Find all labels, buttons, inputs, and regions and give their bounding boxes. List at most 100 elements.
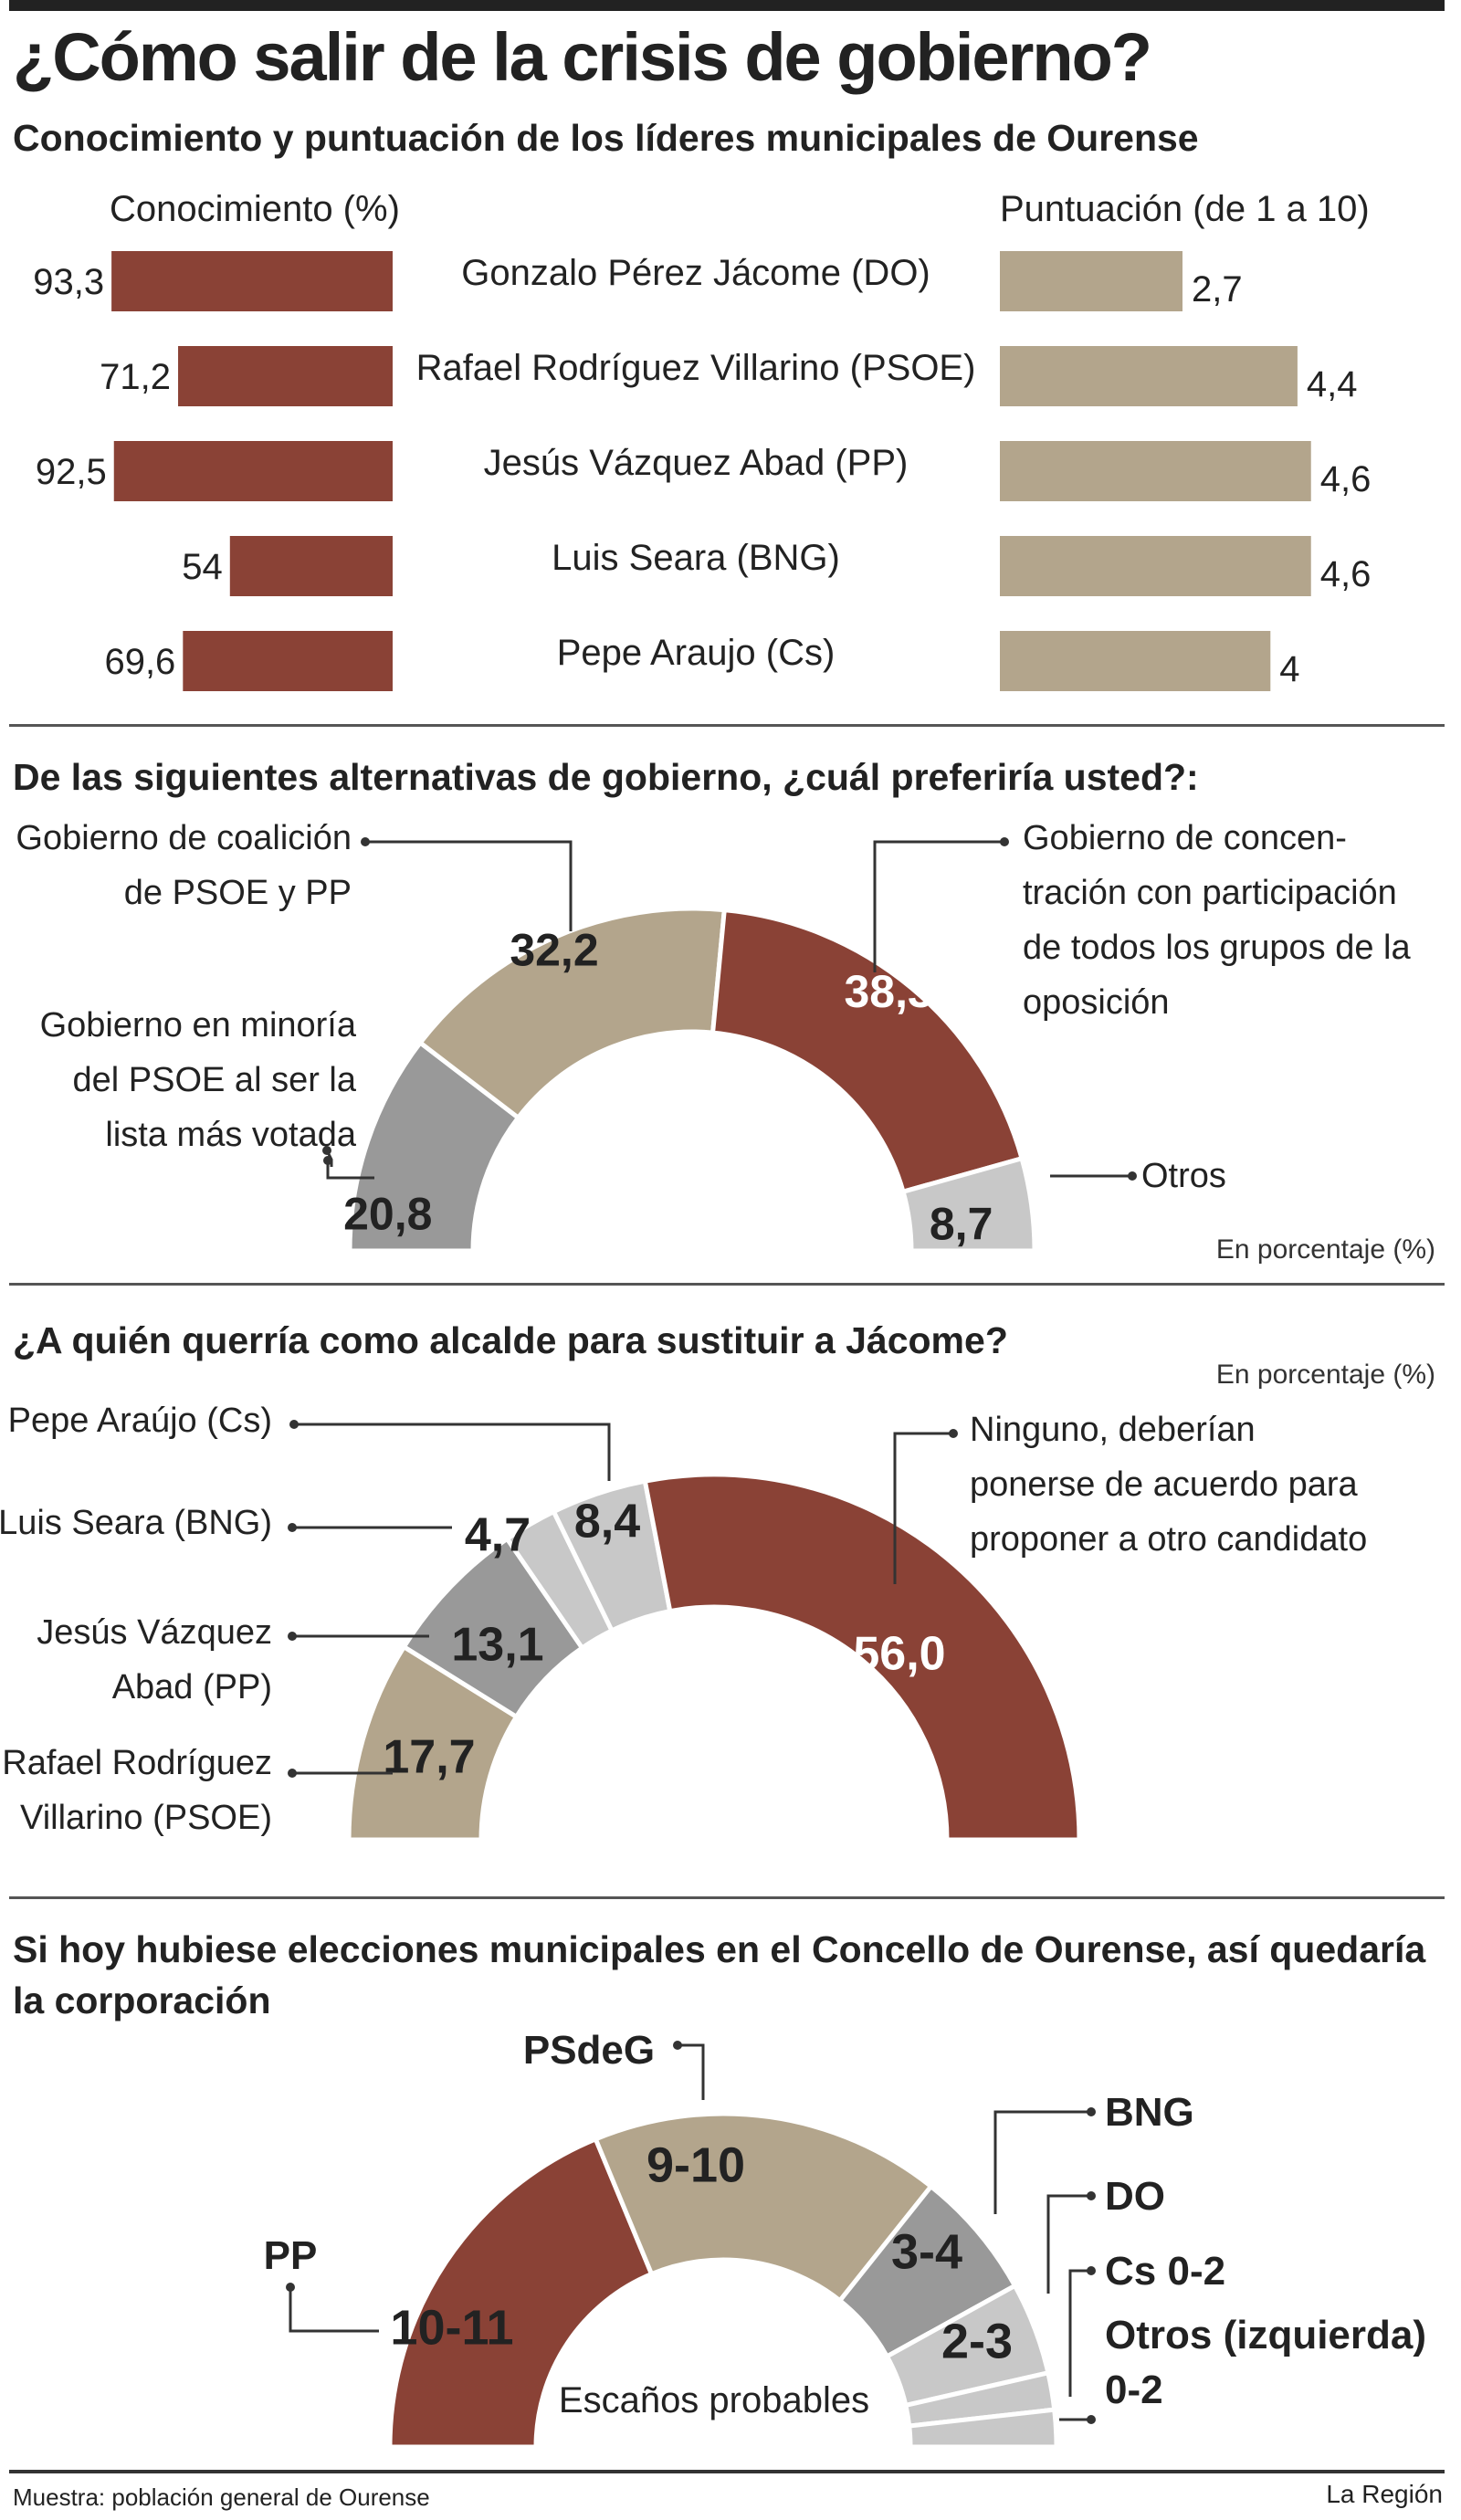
conocimiento-value-3: 54 bbox=[182, 547, 223, 587]
seats-value-1: 9-10 bbox=[646, 2137, 745, 2192]
alternative-label-0-line-2: lista más votada bbox=[105, 1116, 356, 1154]
alternative-value-1: 32,2 bbox=[510, 924, 598, 975]
mayor-leader-4 bbox=[893, 1432, 953, 1584]
alternative-label-0-line-1: del PSOE al ser la bbox=[73, 1061, 357, 1099]
mayor-leader-3-dot bbox=[289, 1420, 299, 1429]
alternative-leader-1 bbox=[365, 840, 573, 931]
mayor-value-1: 13,1 bbox=[451, 1619, 543, 1672]
alternative-leader-2 bbox=[873, 840, 1004, 972]
bottom-rule bbox=[9, 2470, 1445, 2473]
leader-name-2: Jesús Vázquez Abad (PP) bbox=[484, 443, 909, 483]
conocimiento-value-1: 71,2 bbox=[100, 357, 171, 397]
leader-name-4: Pepe Araujo (Cs) bbox=[557, 633, 836, 673]
brand-credit: La Región bbox=[1326, 2480, 1443, 2508]
seats-label-5-line-1: 0-2 bbox=[1105, 2368, 1163, 2412]
alternative-label-2-line-3: oposición bbox=[1023, 983, 1170, 1022]
section-divider bbox=[9, 1896, 1445, 1899]
seats-leader-5-dot bbox=[1087, 2415, 1096, 2424]
seats-leader-0 bbox=[289, 2287, 379, 2333]
puntuacion-value-3: 4,6 bbox=[1320, 554, 1372, 594]
top-rule bbox=[9, 0, 1445, 11]
mayor-label-2-line-0: Luis Seara (BNG) bbox=[0, 1504, 272, 1542]
mayor-chart: En porcentaje (%) 17,7 13,1 4,7 8,4 56,0 Rafae… bbox=[0, 1360, 1435, 1843]
puntuacion-bar-2 bbox=[1000, 441, 1311, 501]
alternative-label-2-line-0: Gobierno de concen- bbox=[1023, 819, 1347, 857]
seats-leader-1 bbox=[678, 2043, 705, 2100]
leader-name-0: Gonzalo Pérez Jácome (DO) bbox=[461, 253, 930, 293]
mayor-label-3-line-0: Pepe Araújo (Cs) bbox=[8, 1402, 272, 1440]
seats-label-1-line-0: PSdeG bbox=[523, 2028, 655, 2073]
puntuacion-value-2: 4,6 bbox=[1320, 459, 1372, 499]
leaders-title: Conocimiento y puntuación de los líderes… bbox=[13, 117, 1199, 159]
seats-leader-4-dot bbox=[1087, 2266, 1096, 2275]
mayor-leader-1-dot bbox=[288, 1632, 297, 1641]
alternative-leader-0 bbox=[326, 1160, 374, 1180]
seats-leader-2-dot bbox=[1087, 2107, 1096, 2116]
seats-center-label: Escaños probables bbox=[559, 2380, 869, 2420]
section-divider bbox=[9, 1283, 1445, 1286]
mayor-value-3: 8,4 bbox=[574, 1496, 640, 1549]
conocimiento-value-2: 92,5 bbox=[36, 452, 107, 492]
mayor-label-1-line-1: Abad (PP) bbox=[112, 1668, 272, 1706]
puntuacion-value-4: 4 bbox=[1279, 649, 1299, 689]
mayor-unit: En porcentaje (%) bbox=[1216, 1360, 1435, 1390]
alternative-label-3-line-0: Otros bbox=[1141, 1157, 1226, 1195]
leader-name-3: Luis Seara (BNG) bbox=[552, 538, 840, 578]
conocimiento-bar-3 bbox=[229, 536, 393, 596]
section-divider bbox=[9, 724, 1445, 727]
seats-label-2-line-0: BNG bbox=[1105, 2090, 1194, 2135]
mayor-label-4-line-1: ponerse de acuerdo para bbox=[970, 1465, 1359, 1504]
alternative-leader-0a-dot bbox=[322, 1146, 331, 1155]
conocimiento-bar-2 bbox=[113, 441, 393, 501]
alternative-label-2-line-2: de todos los grupos de la bbox=[1023, 929, 1411, 967]
mayor-value-2: 4,7 bbox=[465, 1509, 531, 1562]
puntuacion-bar-4 bbox=[1000, 631, 1271, 691]
alternative-label-0-line-0: Gobierno en minoría bbox=[40, 1006, 357, 1045]
mayor-label-4-line-0: Ninguno, deberían bbox=[970, 1411, 1256, 1449]
seats-slice-0 bbox=[387, 2136, 655, 2450]
mayor-leader-4-dot bbox=[949, 1429, 958, 1438]
page-title: ¿Cómo salir de la crisis de gobierno? bbox=[13, 19, 1152, 95]
mayor-label-1-line-0: Jesús Vázquez bbox=[37, 1613, 272, 1652]
mayor-value-0: 17,7 bbox=[383, 1731, 475, 1784]
seats-title-line2: la corporación bbox=[13, 1979, 271, 2021]
puntuacion-value-0: 2,7 bbox=[1192, 269, 1243, 310]
seats-leader-0-dot bbox=[286, 2283, 295, 2292]
conocimiento-bar-0 bbox=[111, 251, 394, 311]
alternative-leader-0-dot bbox=[323, 1156, 332, 1165]
alternative-value-3: 8,7 bbox=[930, 1198, 993, 1249]
seats-label-4-line-0: Cs 0-2 bbox=[1105, 2249, 1225, 2294]
leaders-chart: Conocimiento (%) Puntuación (de 1 a 10) 93… bbox=[33, 189, 1372, 691]
mayor-title: ¿A quién querría como alcalde para susti… bbox=[13, 1319, 1008, 1361]
seats-value-2: 3-4 bbox=[891, 2224, 962, 2279]
mayor-label-0-line-0: Rafael Rodríguez bbox=[2, 1744, 272, 1782]
seats-leader-3 bbox=[1046, 2194, 1091, 2294]
puntuacion-header: Puntuación (de 1 a 10) bbox=[1000, 189, 1370, 229]
mayor-leader-3 bbox=[294, 1423, 611, 1481]
seats-leader-1-dot bbox=[673, 2041, 682, 2050]
alternative-leader-3-dot bbox=[1128, 1171, 1137, 1181]
seats-chart: 10-11 9-10 3-4 2-3 Escaños probables PP PSdeG B… bbox=[264, 2028, 1426, 2450]
conocimiento-value-4: 69,6 bbox=[104, 642, 175, 682]
mayor-label-4-line-2: proponer a otro candidato bbox=[970, 1520, 1367, 1559]
puntuacion-bar-0 bbox=[1000, 251, 1182, 311]
alternative-slice-2 bbox=[709, 907, 1025, 1195]
seats-slice-5 bbox=[906, 2407, 1059, 2450]
alternatives-title: De las siguientes alternativas de gobier… bbox=[13, 756, 1199, 798]
seats-label-3-line-0: DO bbox=[1105, 2174, 1165, 2219]
puntuacion-bar-1 bbox=[1000, 346, 1298, 406]
seats-slice-1 bbox=[593, 2111, 935, 2305]
seats-title-line1: Si hoy hubiese elecciones municipales en… bbox=[13, 1928, 1426, 1970]
alternative-label-1-line-0: Gobierno de coalición bbox=[16, 819, 352, 857]
alternative-slice-1 bbox=[416, 906, 728, 1121]
seats-label-5-line-0: Otros (izquierda) bbox=[1105, 2313, 1426, 2357]
alternative-value-0: 20,8 bbox=[343, 1189, 432, 1240]
alternative-leader-2-dot bbox=[1000, 837, 1009, 846]
leader-name-1: Rafael Rodríguez Villarino (PSOE) bbox=[416, 348, 976, 388]
seats-value-0: 10-11 bbox=[390, 2300, 513, 2355]
mayor-value-4: 56,0 bbox=[853, 1628, 945, 1681]
puntuacion-bar-3 bbox=[1000, 536, 1311, 596]
mayor-leader-2-dot bbox=[288, 1523, 297, 1532]
alternatives-unit: En porcentaje (%) bbox=[1216, 1234, 1435, 1265]
